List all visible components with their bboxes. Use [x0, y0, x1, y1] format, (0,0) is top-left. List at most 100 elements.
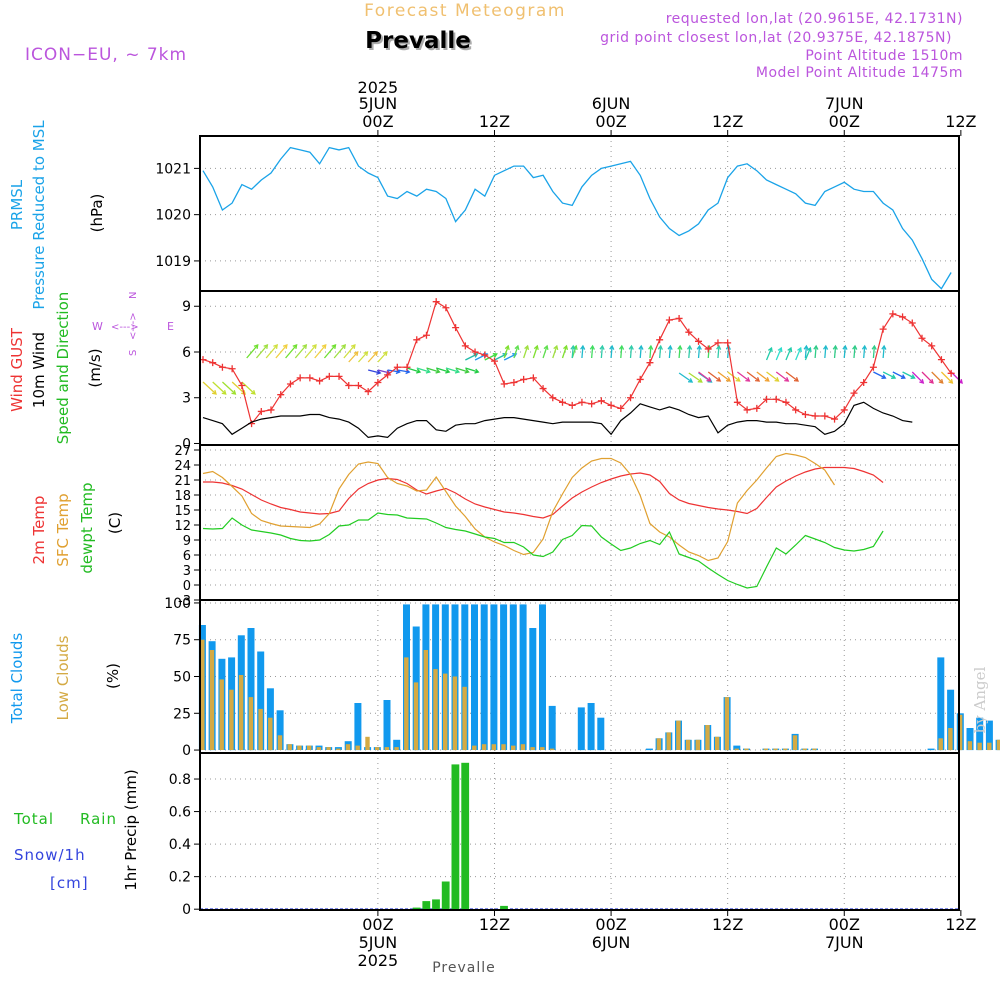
- low-cloud-bar: [520, 744, 526, 751]
- top-time-label: 12Z: [712, 112, 743, 131]
- wind-arrow-head: [311, 344, 317, 349]
- wind-arrow-head: [341, 344, 347, 350]
- wind-arrow: [426, 367, 440, 373]
- wind-arrow: [882, 345, 885, 359]
- wind-arrow-head: [454, 368, 461, 374]
- bottom-time-label: 12Z: [479, 915, 510, 934]
- y-tick-label: 6: [183, 549, 191, 564]
- wind-arrow-head: [881, 374, 887, 379]
- total-cloud-bar: [509, 604, 517, 750]
- footer-location: Prevalle: [432, 960, 496, 976]
- gust-marker: [461, 342, 469, 350]
- gust-marker: [763, 395, 771, 403]
- wind-arrow-head: [648, 344, 654, 350]
- gust-marker: [675, 314, 683, 322]
- wind-arrow-head: [938, 378, 944, 384]
- wind-arrow-head: [221, 390, 227, 395]
- y-tick-label: 9: [182, 299, 191, 315]
- wind-arrow-head: [524, 344, 530, 351]
- low-cloud-bar: [491, 744, 496, 751]
- bottom-time-label: 00Z: [595, 915, 626, 934]
- credit-watermark: by Angel: [971, 666, 989, 733]
- wind-arrow: [688, 372, 703, 383]
- frame-layer: [194, 130, 962, 916]
- low-cloud-bar: [297, 745, 302, 750]
- wind-unit-label: (m/s): [86, 348, 104, 387]
- low-cloud-bar: [462, 686, 467, 751]
- gust-marker: [354, 382, 362, 390]
- compass-we-arrow: <--->: [111, 322, 139, 333]
- wind-arrow: [343, 344, 356, 359]
- low-cloud-bar: [307, 745, 312, 750]
- gust-marker: [403, 363, 411, 371]
- wind-arrow: [484, 353, 498, 361]
- rain-bar: [461, 762, 470, 910]
- temp-unit-label: (C): [106, 512, 124, 534]
- wind-arrow: [911, 371, 924, 384]
- gust-marker: [928, 342, 936, 350]
- low-cloud-bar: [200, 639, 205, 750]
- low-cloud-bar: [705, 725, 710, 750]
- gust-marker: [869, 363, 877, 371]
- y-tick-label: 1019: [155, 254, 191, 270]
- top-year-label: 2025: [358, 78, 399, 97]
- low-cloud-bar: [540, 747, 545, 750]
- gust-marker: [918, 334, 926, 342]
- compass-n: N: [128, 292, 139, 299]
- wind-arrow: [275, 344, 288, 359]
- top-time-label: 00Z: [829, 112, 860, 131]
- low-cloud-bar: [802, 748, 807, 751]
- wind-arrow: [552, 345, 558, 359]
- wind-arrow-head: [900, 374, 906, 379]
- wind-arrow: [698, 371, 711, 382]
- wind-arrow: [377, 351, 388, 363]
- compass-w: W: [92, 320, 103, 333]
- low-cloud-bar: [792, 735, 798, 750]
- gust-marker: [529, 374, 537, 382]
- wind-arrow: [785, 371, 799, 382]
- wind-arrow: [368, 369, 381, 374]
- wind-arrow-head: [677, 344, 683, 350]
- gust-marker: [345, 382, 353, 390]
- low-cloud-bar: [345, 744, 351, 751]
- temp2m-label: 2m Temp: [30, 496, 48, 565]
- y-tick-label: 25: [173, 706, 191, 722]
- wind-arrow-head: [891, 374, 897, 379]
- top-time-label: 6JUN: [592, 94, 631, 113]
- wind-arrow-head: [331, 344, 337, 350]
- wind-arrow-head: [745, 377, 751, 382]
- low-cloud-bar: [656, 738, 662, 751]
- wind-arrow-head: [793, 377, 800, 382]
- low-cloud-bar: [229, 689, 234, 750]
- gust-marker: [325, 372, 333, 380]
- gust-marker: [549, 394, 557, 402]
- low-cloud-bar: [511, 745, 516, 750]
- low-cloud-bar: [501, 744, 506, 751]
- wind-arrow: [707, 371, 721, 382]
- total-cloud-bar: [966, 728, 974, 751]
- total-cloud-bar: [587, 703, 595, 751]
- wind-arrow: [285, 344, 298, 359]
- y-tick-label: 0: [183, 579, 191, 594]
- total-clouds-label: Total Clouds: [8, 633, 26, 725]
- low-cloud-bar: [715, 736, 720, 750]
- total-cloud-bar: [927, 748, 935, 751]
- wind-arrow: [639, 345, 642, 359]
- y-tick-label: 15: [174, 504, 191, 519]
- low-cloud-bar: [219, 679, 224, 750]
- wind-arrow-head: [580, 344, 586, 350]
- dewpt-label: dewpt Temp: [78, 482, 96, 573]
- total-cloud-bar: [480, 604, 488, 750]
- total-cloud-bar: [383, 700, 391, 750]
- wind-arrow-head: [797, 346, 802, 353]
- wind-arrow-head: [253, 344, 259, 349]
- wind-arrow: [940, 371, 953, 384]
- gust-marker: [316, 377, 324, 385]
- y-tick-label: 0: [182, 743, 191, 759]
- wind-arrow: [804, 345, 808, 359]
- top-time-label: 12Z: [479, 112, 510, 131]
- wind-arrow-head: [928, 378, 934, 384]
- gust-marker: [665, 316, 673, 324]
- gust-marker: [821, 412, 829, 420]
